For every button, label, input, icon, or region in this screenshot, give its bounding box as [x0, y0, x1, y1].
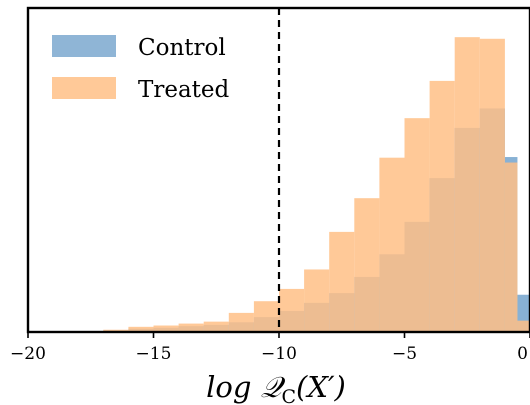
x-axis-ticks: −20 −15 −10 −5 0: [10, 332, 530, 364]
bar-treated-7: [279, 289, 304, 332]
bar-treated-5: [229, 313, 254, 332]
legend-label-control: Control: [138, 35, 226, 61]
bar-treated-16: [505, 163, 518, 332]
bar-treated-3: [179, 324, 204, 332]
bar-treated-6: [254, 301, 279, 332]
legend-label-treated: Treated: [138, 77, 230, 103]
bar-treated-12: [405, 118, 430, 332]
legend-swatch-control: [52, 35, 116, 57]
bar-treated-8: [304, 269, 329, 332]
bar-treated-14: [455, 37, 480, 332]
bar-treated-13: [430, 81, 455, 332]
x-tick-label: −10: [261, 344, 297, 364]
legend: Control Treated: [52, 35, 230, 103]
bar-treated-10: [354, 198, 379, 332]
x-tick-label: −5: [392, 344, 417, 364]
x-tick-label: 0: [517, 344, 528, 364]
x-tick-label: −20: [10, 344, 46, 364]
x-tick-label: −15: [136, 344, 172, 364]
bar-treated-4: [204, 322, 229, 332]
bar-treated-11: [379, 158, 404, 332]
legend-swatch-treated: [52, 77, 116, 99]
bar-treated-15: [480, 39, 505, 332]
x-axis-label: log 𝒬C(X′): [206, 370, 346, 405]
bar-treated-17: [517, 321, 530, 332]
bar-treated-9: [329, 232, 354, 332]
